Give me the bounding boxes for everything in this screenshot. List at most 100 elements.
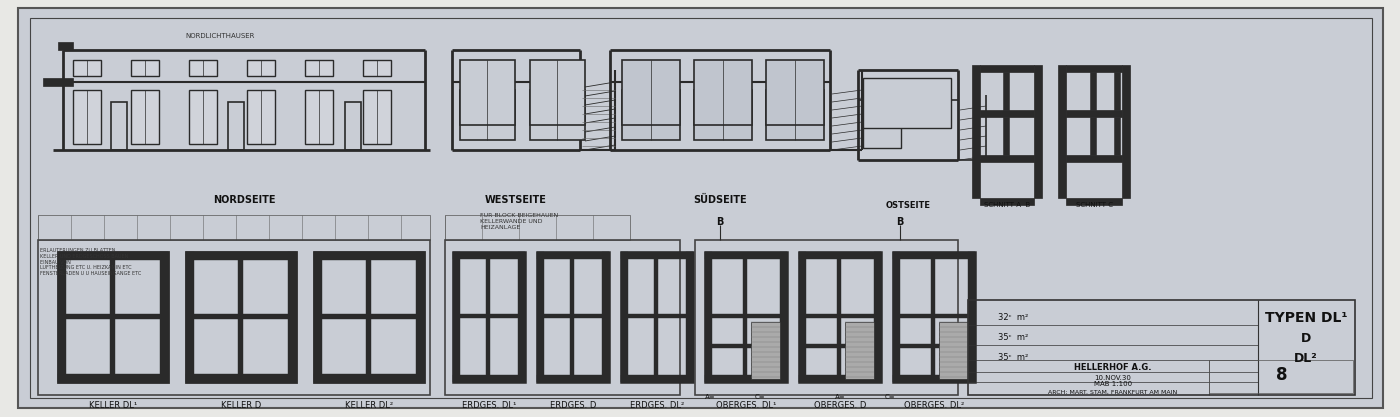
Bar (622, 252, 693, 382)
Text: SCHNITT C: SCHNITT C (1075, 202, 1113, 208)
Bar (780, 252, 787, 382)
Bar (57, 252, 168, 260)
Text: KELLER DL¹: KELLER DL¹ (88, 400, 137, 409)
Text: SCHNITT A  B: SCHNITT A B (984, 202, 1030, 208)
Bar (1065, 65, 1121, 72)
Bar (189, 90, 217, 144)
Bar (1065, 198, 1121, 205)
Bar (538, 375, 609, 382)
Bar (706, 252, 787, 382)
Bar (1065, 110, 1121, 117)
Text: HELLERHOF A.G.: HELLERHOF A.G. (1074, 364, 1152, 372)
Bar (454, 252, 525, 382)
Text: OBERGES. DL²: OBERGES. DL² (904, 400, 965, 409)
Bar (1114, 72, 1120, 110)
Bar (314, 252, 322, 382)
Bar (799, 252, 806, 382)
Text: 35ᶜ  m²: 35ᶜ m² (998, 354, 1028, 362)
Bar (654, 259, 658, 375)
Text: NORDLICHTHAUSER: NORDLICHTHAUSER (185, 33, 255, 39)
Bar (799, 252, 881, 382)
Bar (1121, 65, 1130, 198)
Text: ERLAUTERUNGEN ZU BLATTEN
KELLER UND ERDGESCHOSS BAUEN
EINBAU VON
LUFTHEIZUNG ETC: ERLAUTERUNGEN ZU BLATTEN KELLER UND ERDG… (41, 248, 141, 276)
Bar (622, 90, 680, 140)
Bar (750, 322, 780, 379)
Bar (629, 314, 686, 318)
Bar (972, 65, 980, 198)
Bar (445, 215, 630, 240)
Bar (900, 344, 967, 348)
Bar (706, 252, 713, 382)
Bar (1065, 155, 1121, 162)
Bar (186, 252, 195, 382)
Bar (967, 252, 974, 382)
Bar (545, 314, 602, 318)
Text: C=: C= (885, 394, 896, 400)
Bar (454, 252, 525, 259)
Bar (57, 252, 66, 382)
Bar (1210, 360, 1352, 393)
Bar (1091, 117, 1096, 155)
Text: KELLER D: KELLER D (221, 400, 262, 409)
Bar (900, 314, 967, 318)
Text: ARCH: MART. STAM, FRANKFURT AM MAIN: ARCH: MART. STAM, FRANKFURT AM MAIN (1049, 389, 1177, 394)
Bar (743, 259, 748, 375)
Bar (57, 374, 168, 382)
Bar (980, 65, 1035, 72)
Text: OBERGES. DL¹: OBERGES. DL¹ (715, 400, 776, 409)
Text: TYPEN DL¹: TYPEN DL¹ (1264, 311, 1347, 325)
Bar (1002, 117, 1009, 155)
Bar (228, 102, 244, 150)
Bar (416, 252, 424, 382)
Text: A=: A= (704, 394, 715, 400)
Bar (186, 252, 295, 260)
Text: NORDSEITE: NORDSEITE (213, 195, 276, 205)
Bar (314, 252, 424, 260)
Bar (694, 90, 752, 140)
Bar (57, 252, 168, 382)
Bar (454, 252, 461, 382)
Bar (111, 102, 127, 150)
Text: WESTSEITE: WESTSEITE (484, 195, 547, 205)
Bar (314, 252, 424, 382)
Bar (73, 90, 101, 144)
Text: B: B (717, 217, 724, 227)
Bar (874, 252, 881, 382)
Bar (238, 260, 244, 374)
Text: ERDGES. D: ERDGES. D (550, 400, 596, 409)
Bar (622, 375, 693, 382)
Text: A=: A= (834, 394, 846, 400)
Bar (1035, 65, 1042, 198)
Bar (862, 108, 902, 148)
Bar (694, 240, 958, 395)
Bar (132, 90, 160, 144)
Bar (189, 60, 217, 76)
Bar (288, 252, 295, 382)
Text: DL²: DL² (1294, 352, 1317, 364)
Text: ERDGES. DL²: ERDGES. DL² (630, 400, 685, 409)
Bar (461, 314, 518, 318)
Text: FUR BLOCK BEIGEHAUEN
KELLERWANDE UND
HEIZANLAGE: FUR BLOCK BEIGEHAUEN KELLERWANDE UND HEI… (480, 214, 559, 230)
Bar (518, 252, 525, 382)
Bar (622, 60, 680, 125)
Bar (363, 90, 391, 144)
Bar (531, 60, 585, 125)
Bar (38, 215, 430, 240)
Bar (893, 375, 974, 382)
Bar (686, 252, 693, 382)
Bar (1091, 72, 1096, 110)
Text: KELLER DL²: KELLER DL² (344, 400, 393, 409)
Bar (799, 252, 881, 259)
Bar (538, 252, 609, 259)
Bar (893, 252, 974, 259)
Bar (846, 322, 874, 379)
Bar (980, 198, 1035, 205)
Bar (314, 374, 424, 382)
Bar (706, 375, 787, 382)
Bar (66, 314, 160, 319)
Bar (531, 90, 585, 140)
Bar (305, 60, 333, 76)
Bar (43, 78, 73, 86)
Bar (862, 78, 951, 128)
Text: OSTSEITE: OSTSEITE (885, 201, 931, 209)
